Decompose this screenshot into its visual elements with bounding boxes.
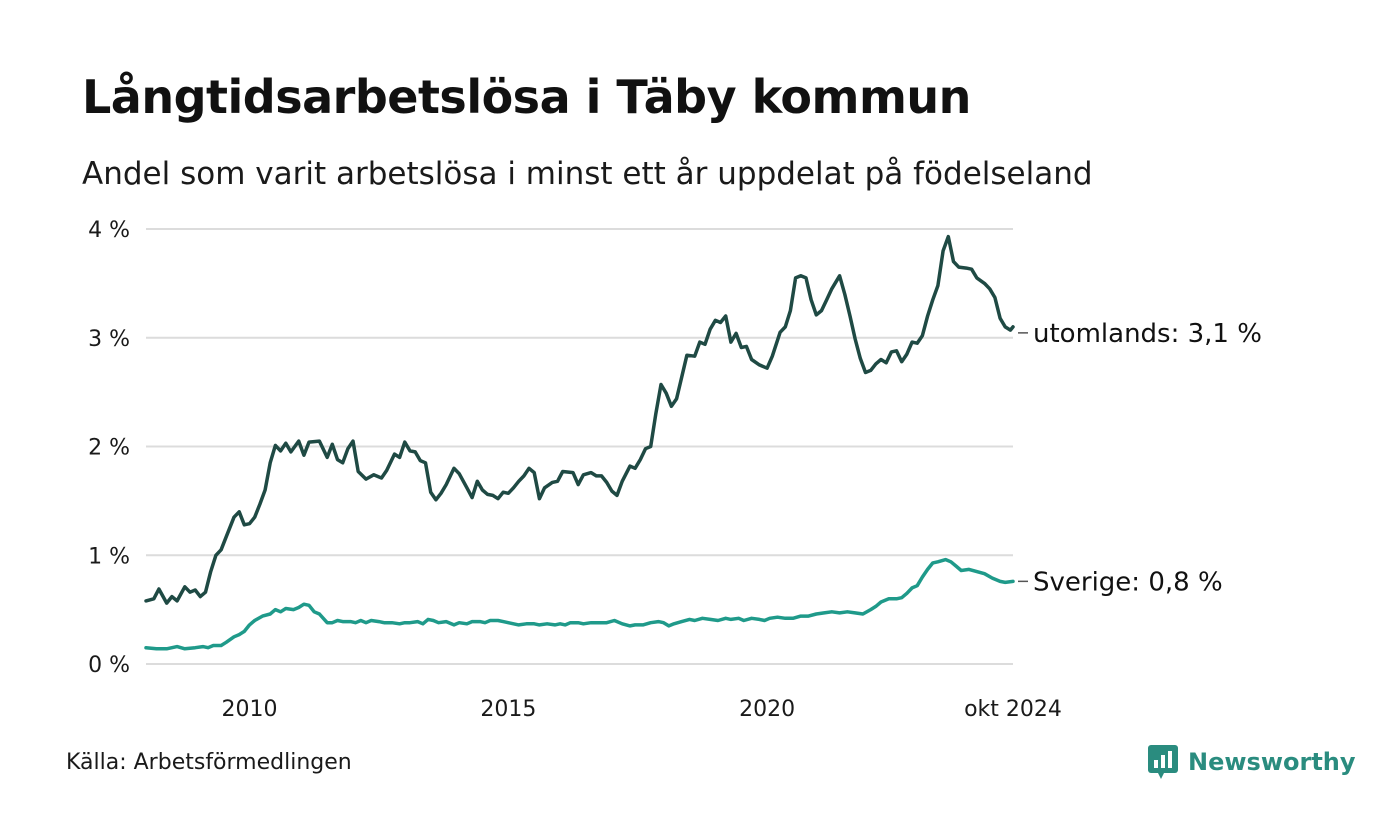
y-tick-label: 0 %: [88, 653, 130, 678]
y-tick-label: 2 %: [88, 436, 130, 461]
brand: Newsworthy: [1148, 745, 1356, 779]
series-end-labels: utomlands: 3,1 % Sverige: 0,8 %: [1018, 319, 1262, 597]
series-line-utomlands: [144, 234, 1015, 605]
x-axis-labels: 2010 2015 2020 okt 2024: [222, 697, 1062, 722]
y-axis-labels: 0 % 1 % 2 % 3 % 4 %: [88, 218, 130, 678]
y-tick-label: 1 %: [88, 544, 130, 569]
x-tick-label: okt 2024: [964, 697, 1062, 722]
x-tick-label: 2020: [739, 697, 795, 722]
source-note: Källa: Arbetsförmedlingen: [66, 750, 352, 775]
series-lines: [144, 234, 1015, 651]
end-label-utomlands: utomlands: 3,1 %: [1033, 319, 1262, 349]
y-tick-label: 4 %: [88, 218, 130, 243]
y-tick-label: 3 %: [88, 327, 130, 352]
x-tick-label: 2015: [480, 697, 536, 722]
series-line-sverige: [144, 557, 1015, 651]
chart-subtitle: Andel som varit arbetslösa i minst ett å…: [82, 156, 1093, 192]
x-tick-label: 2010: [222, 697, 278, 722]
end-label-sverige: Sverige: 0,8 %: [1033, 567, 1223, 597]
newsworthy-logo-icon: [1148, 745, 1178, 779]
brand-name: Newsworthy: [1188, 748, 1356, 776]
grid-lines: [146, 228, 1013, 665]
chart-title: Långtidsarbetslösa i Täby kommun: [82, 70, 971, 124]
